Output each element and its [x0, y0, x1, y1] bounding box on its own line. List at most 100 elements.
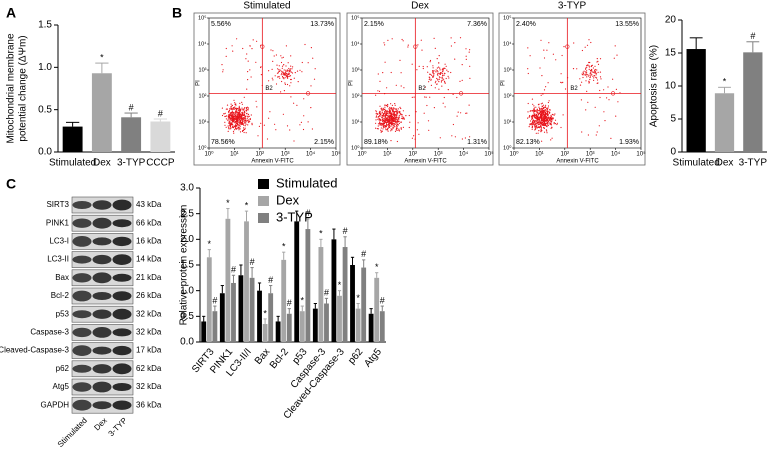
blot-band: [112, 383, 132, 391]
cytometry-dot: [531, 110, 533, 112]
cytometry-dot: [250, 76, 252, 78]
significance-mark: *: [338, 280, 342, 290]
cytometry-dot: [393, 123, 395, 125]
cytometry-dot: [587, 101, 589, 103]
cytometry-dot: [541, 120, 543, 122]
cytometry-dot: [551, 119, 553, 121]
cytometry-dot: [234, 112, 237, 114]
cytometry-dot: [443, 80, 446, 82]
cytometry-dot: [532, 109, 534, 111]
x-tick-label: 10⁵: [484, 151, 494, 158]
cytometry-dot: [534, 124, 537, 126]
cytometry-dot: [429, 73, 432, 75]
cytometry-dot: [247, 119, 249, 121]
cytometry-dot: [615, 88, 618, 90]
cytometry-dot: [232, 127, 234, 129]
cytometry-dot: [466, 112, 468, 114]
cytometry-dot: [534, 116, 536, 118]
cytometry-dot: [230, 128, 232, 130]
x-tick-label: CCCP: [146, 158, 175, 169]
bar: [91, 73, 112, 152]
cytometry-dot: [241, 121, 243, 123]
cytometry-dot: [383, 113, 385, 115]
cytometry-dot: [545, 106, 547, 109]
cytometry-dot: [450, 45, 452, 47]
quadrant-label: 5.56%: [211, 21, 231, 28]
cytometry-dot: [535, 114, 537, 117]
cytometry-dot: [417, 44, 419, 46]
cytometry-dot: [296, 70, 299, 72]
cytometry-dot: [581, 81, 583, 83]
gate-handle: [565, 44, 570, 49]
cytometry-dot: [383, 126, 385, 128]
blot-band: [112, 219, 132, 228]
cytometry-dot: [393, 108, 395, 110]
cytometry-dot: [585, 73, 587, 75]
cytometry-dot: [387, 116, 389, 118]
y-tick-label: 1.0: [38, 62, 52, 73]
y-tick-label: 0.0: [180, 337, 194, 348]
cytometry-dot: [543, 118, 545, 121]
cytometry-dot: [391, 122, 393, 124]
cytometry-dot: [541, 118, 543, 121]
y-axis-label: PI: [196, 80, 202, 86]
cytometry-dot: [595, 72, 598, 74]
cytometry-dot: [286, 125, 289, 127]
cytometry-dot: [387, 104, 389, 106]
cytometry-dot: [381, 111, 383, 113]
cytometry-dot: [422, 67, 424, 70]
cytometry-dot: [225, 126, 227, 128]
cytometry-dot: [290, 82, 292, 84]
significance-mark: *: [723, 77, 727, 87]
cytometry-dot: [377, 118, 379, 120]
cytometry-dot: [241, 101, 243, 103]
cytometry-dot: [542, 104, 545, 106]
cytometry-dot: [426, 104, 428, 107]
x-tick-label: 10²: [560, 152, 569, 158]
cytometry-dot: [381, 115, 383, 117]
cytometry-dot: [284, 77, 286, 79]
cytometry-dot: [590, 41, 592, 44]
cytometry-dot: [286, 73, 288, 75]
cytometry-dot: [238, 114, 240, 116]
cytometry-dot: [377, 128, 379, 130]
cytometry-dot: [542, 111, 544, 113]
cytometry-dot: [433, 73, 435, 75]
cytometry-dot: [586, 76, 588, 78]
cytometry-dot: [544, 117, 546, 120]
cytometry-dot: [549, 116, 551, 118]
cytometry-dot: [546, 117, 548, 119]
cytometry-dot: [411, 63, 413, 65]
significance-mark: #: [129, 102, 134, 112]
cytometry-dot: [288, 70, 290, 72]
cytometry-dot: [390, 120, 393, 122]
cytometry-dot: [540, 122, 542, 124]
blot-band: [72, 345, 92, 356]
x-tick-label: Dex: [93, 158, 111, 169]
cytometry-dot: [535, 119, 537, 122]
cytometry-dot: [533, 105, 535, 107]
cytometry-dot: [533, 112, 535, 115]
cytometry-dot: [545, 104, 547, 106]
cytometry-dot: [613, 57, 615, 59]
y-tick-label: 2.5: [180, 208, 194, 219]
cytometry-dot: [547, 118, 549, 120]
y-tick-label: 10³: [504, 67, 512, 73]
bar: [206, 257, 212, 342]
cytometry-dot: [272, 50, 274, 52]
cytometry-dot: [592, 75, 594, 77]
cytometry-dot: [384, 111, 386, 113]
cytometry-dot: [540, 128, 543, 130]
cytometry-dot: [427, 71, 429, 73]
y-tick-label: 1.5: [38, 20, 52, 31]
cytometry-dot: [243, 108, 245, 110]
cytometry-dot: [386, 110, 388, 113]
cytometry-dot: [535, 110, 537, 112]
blot-band: [92, 327, 112, 338]
cytometry-dot: [235, 103, 237, 105]
cytometry-dot: [386, 129, 388, 131]
cytometry-dot: [234, 124, 236, 127]
cytometry-dot: [442, 69, 444, 71]
cytometry-dot: [380, 130, 382, 132]
cytometry-dot: [425, 96, 427, 98]
